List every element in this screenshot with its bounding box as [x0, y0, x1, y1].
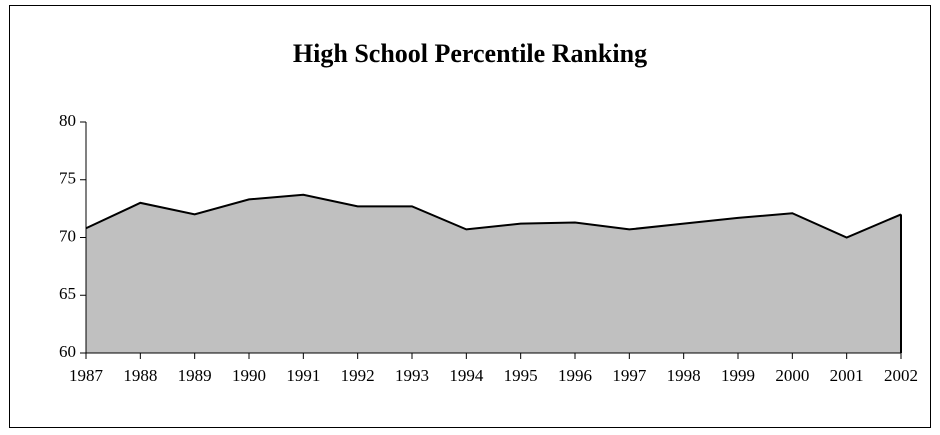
x-tick-label: 1991 — [286, 366, 320, 385]
area-line — [85, 193, 902, 239]
x-tick-label: 1987 — [69, 366, 104, 385]
x-tick-label: 1993 — [395, 366, 429, 385]
area — [86, 194, 901, 353]
x-tick-label: 1988 — [123, 366, 157, 385]
x-tick-label: 1990 — [232, 366, 266, 385]
x-tick-label: 1999 — [721, 366, 755, 385]
y-tick-label: 75 — [59, 169, 76, 188]
x-tick-label: 1996 — [558, 366, 592, 385]
x-tick-label: 1997 — [612, 366, 647, 385]
y-tick-label: 80 — [59, 111, 76, 130]
chart-title: High School Percentile Ranking — [293, 39, 647, 68]
x-tick-label: 1998 — [667, 366, 701, 385]
y-tick-label: 65 — [59, 284, 76, 303]
x-tick-label: 1995 — [504, 366, 538, 385]
y-tick-label: 60 — [59, 342, 76, 361]
x-tick-label: 2002 — [884, 366, 918, 385]
x-tick-label: 2000 — [775, 366, 809, 385]
x-tick-label: 2001 — [830, 366, 864, 385]
y-tick-label: 70 — [59, 226, 76, 245]
x-tick-label: 1994 — [449, 366, 484, 385]
x-tick-label: 1992 — [341, 366, 375, 385]
x-tick-label: 1989 — [178, 366, 212, 385]
